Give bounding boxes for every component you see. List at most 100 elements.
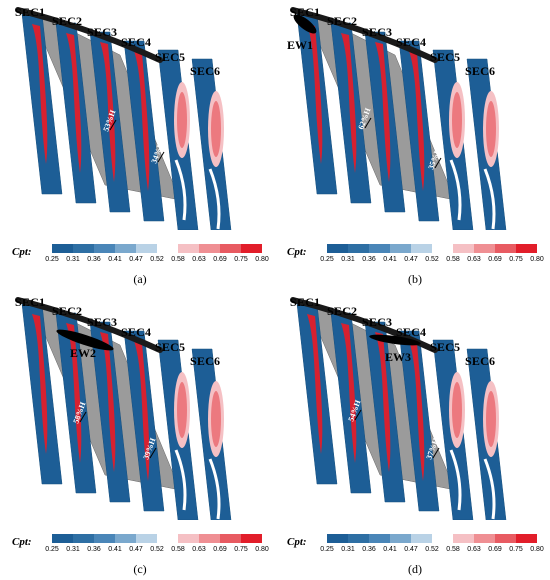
section-label-1: SEC1 (15, 5, 46, 19)
section-label-6: SEC6 (190, 354, 221, 368)
colorbar-ticks: 0.25 0.31 0.36 0.41 0.47 0.52 0.58 0.63 0.69 0.75… (320, 256, 544, 266)
colorbar-tick-label: 0.75 (509, 256, 523, 263)
colorbar-tick-label: 0.31 (66, 256, 80, 263)
section-label-4: SEC4 (396, 35, 427, 49)
section-plane-6 (466, 348, 507, 520)
colorbar-tick-label: 0.58 (171, 256, 185, 263)
section-label-3: SEC3 (362, 315, 393, 329)
section-plane-3 (89, 31, 131, 213)
contour-plot: 54%H37%H (290, 297, 507, 520)
colorbar-cell (474, 244, 495, 253)
colorbar-tick-label: 0.36 (362, 546, 376, 553)
colorbar-cell (348, 244, 369, 253)
section-plane-4 (398, 40, 440, 222)
panel-caption: (d) (408, 562, 422, 576)
colorbar-tick-label: 0.41 (108, 546, 122, 553)
colorbar-cell (157, 534, 178, 543)
colorbar-tick-label: 0.41 (108, 256, 122, 263)
colorbar-tick-label: 0.25 (45, 256, 59, 263)
colorbar-cell (390, 534, 411, 543)
colorbar-cell (178, 244, 199, 253)
colorbar-cell (157, 244, 178, 253)
section-plane-3 (89, 321, 131, 503)
colorbar-tick-label: 0.36 (87, 546, 101, 553)
colorbar-tick-label: 0.25 (320, 546, 334, 553)
section-plane-5 (432, 49, 474, 230)
section-plane-4 (123, 330, 165, 512)
colorbar-cell (241, 534, 262, 543)
section-label-6: SEC6 (465, 64, 496, 78)
endwall-treatment-shape (369, 334, 421, 346)
colorbar-cell (453, 534, 474, 543)
colorbar-tick-label: 0.69 (213, 546, 227, 553)
colorbar-label: Cpt: (287, 536, 307, 548)
colorbar-cell (94, 534, 115, 543)
section-plane-6 (191, 348, 232, 520)
endwall-treatment-shape (56, 329, 114, 351)
section-label-6: SEC6 (465, 354, 496, 368)
section-label-3: SEC3 (87, 315, 118, 329)
colorbar-tick-label: 0.36 (87, 256, 101, 263)
colorbar-cell (52, 534, 73, 543)
colorbar-tick-label: 0.63 (467, 256, 481, 263)
section-plane-6 (466, 58, 507, 230)
panel-1: 53%H 34%H SEC1 SEC2 SEC3 SEC4 SEC5 SEC6 Cpt: 0.25… (0, 0, 275, 290)
section-label-2: SEC2 (52, 304, 83, 318)
colorbar-cell (220, 244, 241, 253)
section-label-1: SEC1 (290, 295, 321, 309)
colorbar-tick-label: 0.80 (530, 546, 544, 553)
colorbar-tick-label: 0.47 (129, 546, 143, 553)
section-label-2: SEC2 (327, 304, 358, 318)
casing-endwall (15, 7, 163, 63)
colorbar-tick-label: 0.58 (171, 546, 185, 553)
colorbar-tick-label: 0.80 (530, 256, 544, 263)
section-label-4: SEC4 (121, 35, 152, 49)
section-plane-4 (123, 40, 165, 222)
colorbar (52, 244, 262, 253)
colorbar-tick-label: 0.75 (234, 546, 248, 553)
endwall-label: EW3 (385, 350, 412, 364)
colorbar-cell (73, 244, 94, 253)
section-label-5: SEC5 (430, 340, 461, 354)
colorbar-cell (369, 534, 390, 543)
endwall-treatment-shape (293, 14, 317, 34)
colorbar-cell (495, 244, 516, 253)
section-plane-3 (364, 31, 406, 213)
colorbar-tick-label: 0.63 (467, 546, 481, 553)
colorbar (52, 534, 262, 543)
colorbar-cell (474, 534, 495, 543)
colorbar-cell (390, 244, 411, 253)
section-label-5: SEC5 (155, 340, 186, 354)
colorbar-tick-label: 0.58 (446, 256, 460, 263)
endwall-label: EW2 (70, 346, 97, 360)
colorbar-tick-label: 0.52 (425, 256, 439, 263)
colorbar-tick-label: 0.69 (488, 546, 502, 553)
colorbar-cell (348, 534, 369, 543)
colorbar-tick-label: 0.47 (404, 546, 418, 553)
colorbar-cell (220, 534, 241, 543)
colorbar-cell (94, 244, 115, 253)
section-plane-5 (157, 49, 199, 230)
contour-plot: 58%H39%H (15, 297, 232, 520)
colorbar-cell (432, 534, 453, 543)
section-label-4: SEC4 (121, 325, 152, 339)
colorbar-cell (241, 244, 262, 253)
casing-endwall (290, 7, 438, 63)
colorbar-label: Cpt: (287, 246, 307, 258)
contour-plot: 53%H34%H (15, 7, 232, 230)
colorbar-tick-label: 0.58 (446, 546, 460, 553)
contour-plot: 62%H35%H (290, 7, 507, 230)
colorbar-ticks: 0.25 0.31 0.36 0.41 0.47 0.52 0.58 0.63 0.69 0.75… (45, 256, 269, 266)
section-label-1: SEC1 (15, 295, 46, 309)
section-label-6: SEC6 (190, 64, 221, 78)
colorbar-cell (516, 244, 537, 253)
colorbar-cell (327, 244, 348, 253)
section-label-5: SEC5 (430, 50, 461, 64)
colorbar-tick-label: 0.80 (255, 546, 269, 553)
colorbar (327, 244, 537, 253)
panel-2: 62%H 35%H SEC1 SEC2 SEC3 SEC4 SEC5 SEC6 EW1 Cpt: 0… (275, 0, 550, 290)
colorbar-tick-label: 0.25 (320, 256, 334, 263)
panel-caption: (b) (408, 272, 422, 286)
section-label-1: SEC1 (290, 5, 321, 19)
